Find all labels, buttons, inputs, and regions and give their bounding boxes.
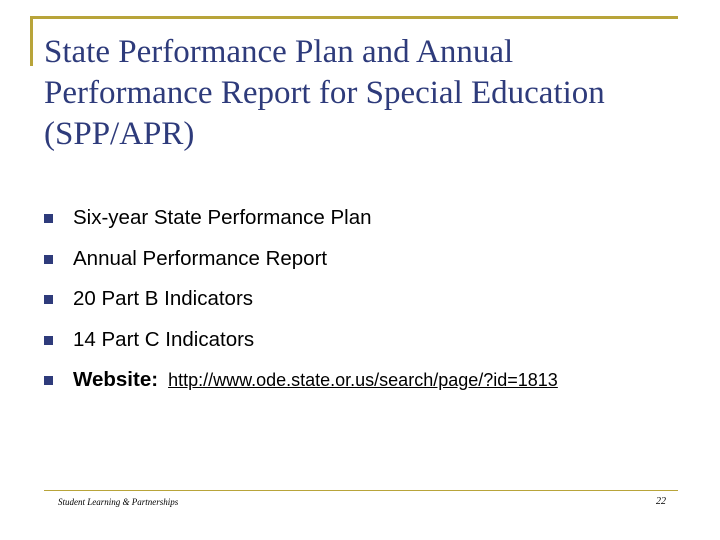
square-bullet-icon bbox=[44, 376, 53, 385]
square-bullet-icon bbox=[44, 335, 53, 345]
website-label: Website: bbox=[73, 368, 159, 391]
bullet-text: Annual Performance Report bbox=[73, 246, 328, 270]
square-bullet-icon bbox=[44, 295, 53, 304]
frame-left-border bbox=[30, 16, 33, 66]
bullet-item-part-c: 14 Part C Indicators bbox=[44, 320, 558, 361]
bullet-item-website: Website: http://www.ode.state.or.us/searc… bbox=[44, 360, 558, 401]
footer-text: Student Learning & Partnerships bbox=[58, 497, 179, 507]
footer-divider bbox=[44, 490, 678, 491]
slide-title: State Performance Plan and Annual Perfor… bbox=[44, 34, 605, 152]
square-bullet-icon bbox=[44, 254, 53, 264]
bullet-item-part-b: 20 Part B Indicators bbox=[44, 279, 558, 320]
website-link[interactable]: http://www.ode.state.or.us/search/page/?… bbox=[168, 370, 558, 390]
bullet-text: 20 Part B Indicators bbox=[73, 287, 254, 310]
square-bullet-icon bbox=[44, 214, 53, 223]
page-number: 22 bbox=[656, 496, 666, 507]
bullet-list: Six-year State Performance Plan Annual P… bbox=[44, 198, 558, 401]
bullet-item-annual-report: Annual Performance Report bbox=[44, 239, 558, 280]
bullet-text: 14 Part C Indicators bbox=[73, 327, 255, 351]
frame-top-border bbox=[30, 16, 678, 19]
bullet-text: Six-year State Performance Plan bbox=[73, 206, 372, 229]
bullet-item-six-year-plan: Six-year State Performance Plan bbox=[44, 198, 558, 239]
